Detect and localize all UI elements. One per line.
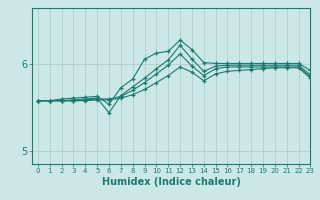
X-axis label: Humidex (Indice chaleur): Humidex (Indice chaleur): [102, 177, 241, 187]
